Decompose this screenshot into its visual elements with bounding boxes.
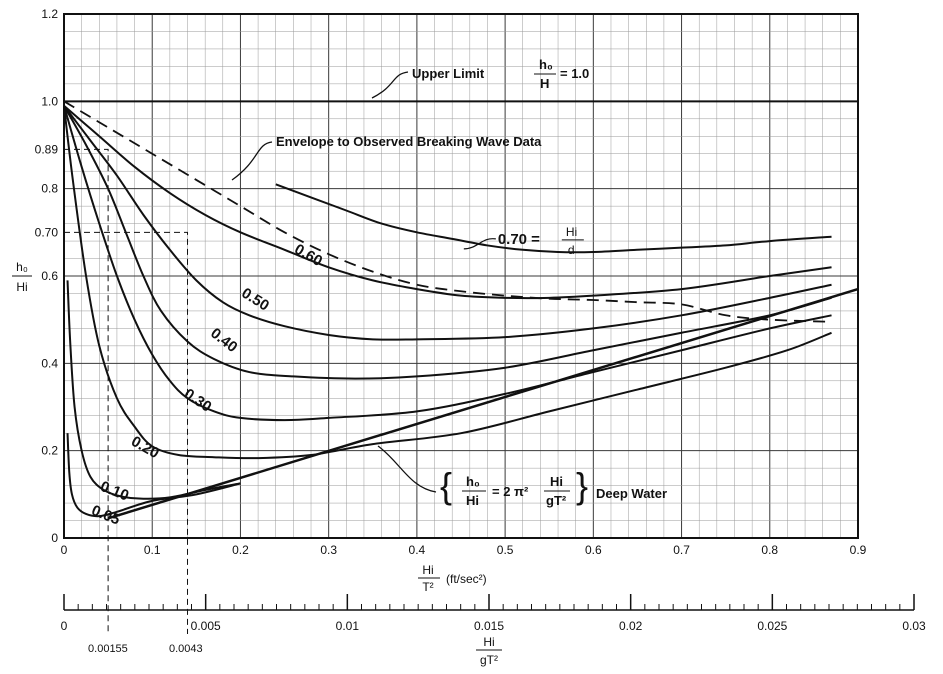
deep-water-label: Deep Water [596,486,667,501]
x-tick-label: 0.5 [497,543,514,557]
x-axis-label-num: Hi [422,563,433,577]
curve-0-10 [66,280,241,500]
deep-water-brace-left: { [440,465,452,506]
curve-label-0-60: 0.60 [291,241,325,270]
deep-water-eq-lhs-num: h₀ [466,474,480,489]
guide-line [64,148,109,634]
y-tick-label: 0.2 [41,444,58,458]
envelope-leader [231,141,273,181]
y-axis-label-num: h₀ [16,260,28,274]
secondary-tick-label: 0.01 [336,619,360,633]
secondary-axis-label-den: gT² [480,653,498,667]
plot-frame [63,13,859,539]
secondary-tick-label: 0.03 [902,619,926,633]
curve-0-70 [275,183,832,254]
curve-label-0-70-num: Hi [566,225,577,239]
guide-lines [64,148,189,634]
y-tick-label: 0.89 [35,142,59,156]
x-tick-label: 0.4 [409,543,426,557]
curve-label-0-20: 0.20 [128,433,162,462]
y-tick-label: 0 [51,531,58,545]
secondary-tick-label: 0.015 [474,619,504,633]
x-tick-label: 0.3 [320,543,337,557]
deep-water-line [107,287,859,520]
curve-label-0-40: 0.40 [207,325,240,356]
secondary-tick-label: 0.005 [191,619,221,633]
x-axis-label-den: T² [422,580,433,594]
secondary-tick-label: 0 [61,619,68,633]
curve-label-0-30: 0.30 [181,385,215,415]
secondary-axis-label-num: Hi [483,635,494,649]
deep-water-eq-rhs-num: Hi [550,474,563,489]
curve-label-0-70-den: d [568,243,575,257]
plot-border [63,13,859,539]
y-tick-label: 1.2 [41,7,58,21]
deep-water-leader [377,445,437,493]
upper-limit-frac-num: h₀ [539,57,553,72]
secondary-marked-label: 0.0043 [169,643,203,655]
secondary-x-axis: 0 0.005 0.01 0.015 0.02 0.025 0.03 0.00155 0.004… [61,594,926,667]
y-tick-label: 0.4 [41,356,58,370]
y-tick-label: 0.8 [41,182,58,196]
x-tick-label: 0.6 [585,543,602,557]
secondary-tick-label: 0.02 [619,619,643,633]
deep-water-eq-mid: = 2 π² [492,484,529,499]
curve-label-0-50: 0.50 [238,285,272,315]
x-tick-label: 0.8 [761,543,778,557]
upper-limit-label: Upper Limit [412,66,485,81]
y-tick-label: 1.0 [41,94,58,108]
curve-label-0-70: 0.70 = [498,231,540,248]
secondary-marked-label: 0.00155 [88,643,128,655]
curve-0-20 [63,105,832,460]
curve-0-60 [63,104,832,300]
curve-0-50 [63,105,832,341]
y-tick-label: 0.6 [41,269,58,283]
guide-line [64,231,189,634]
x-tick-label: 0.7 [673,543,690,557]
upper-limit-frac-den: H [540,76,549,91]
deep-water-brace-right: } [576,465,588,506]
upper-limit-leader [371,71,409,99]
curve-0-30 [63,105,832,422]
x-tick-label: 0 [61,543,68,557]
x-tick-label: 0.9 [850,543,867,557]
x-tick-label: 0.1 [144,543,161,557]
labels: 0 0.1 0.2 0.3 0.4 0.5 0.6 0.7 0.8 0.9 0 0.2 0.4 0.6 0.… [12,7,867,594]
curve-label-0-05: 0.05 [89,502,122,529]
curve-0-40 [63,105,832,380]
envelope-curve [63,100,832,323]
curve-label-0-70-leader [463,238,496,250]
deep-water-eq-lhs-den: Hi [466,493,479,508]
envelope-label: Envelope to Observed Breaking Wave Data [276,134,542,149]
data-curves [63,100,859,520]
y-tick-label: 0.70 [35,225,59,239]
x-tick-label: 0.2 [232,543,249,557]
deep-water-eq-rhs-den: gT² [546,493,567,508]
curve-label-0-10: 0.10 [98,478,131,505]
plot-grid [63,13,859,539]
upper-limit-value: = 1.0 [560,66,589,81]
x-axis-label-units: (ft/sec²) [446,572,487,586]
secondary-tick-label: 0.025 [757,619,787,633]
y-axis-label-den: Hi [16,280,27,294]
